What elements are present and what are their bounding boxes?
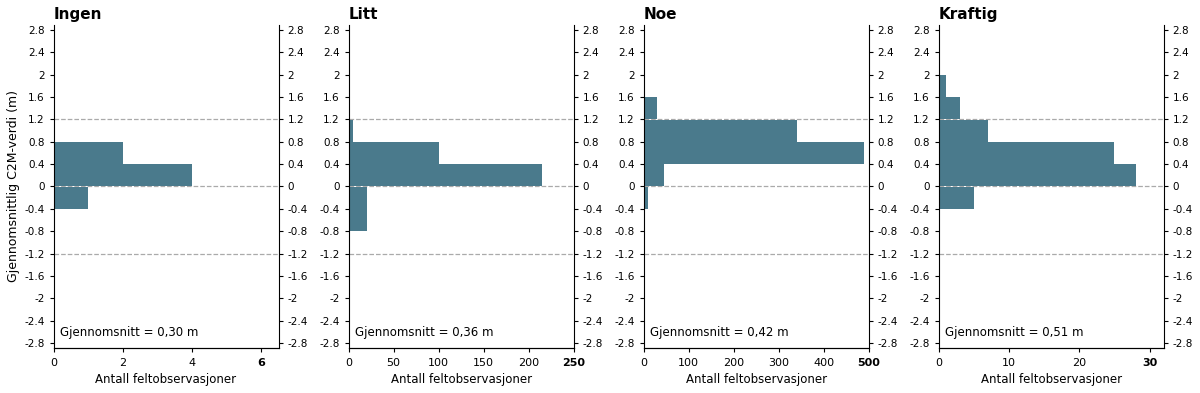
Bar — [348, 142, 438, 164]
Text: Gjennomsnitt = 0,30 m: Gjennomsnitt = 0,30 m — [60, 326, 199, 339]
Y-axis label: Gjennomsnittlig C2M-verdi (m): Gjennomsnittlig C2M-verdi (m) — [7, 90, 20, 283]
X-axis label: Antall feltobservasjoner: Antall feltobservasjoner — [980, 373, 1122, 386]
Bar — [938, 97, 960, 119]
Text: Litt: Litt — [348, 7, 378, 22]
Text: Gjennomsnitt = 0,51 m: Gjennomsnitt = 0,51 m — [946, 326, 1084, 339]
Bar — [643, 97, 658, 119]
Bar — [348, 119, 353, 141]
Text: Kraftig: Kraftig — [938, 7, 998, 22]
Bar — [348, 97, 350, 119]
Bar — [54, 187, 88, 209]
X-axis label: Antall feltobservasjoner: Antall feltobservasjoner — [96, 373, 236, 386]
Text: Gjennomsnitt = 0,36 m: Gjennomsnitt = 0,36 m — [355, 326, 493, 339]
Bar — [938, 119, 988, 141]
Text: Ingen: Ingen — [54, 7, 102, 22]
Bar — [54, 142, 122, 164]
Bar — [938, 187, 973, 209]
Bar — [643, 119, 797, 141]
Bar — [938, 75, 946, 97]
X-axis label: Antall feltobservasjoner: Antall feltobservasjoner — [685, 373, 827, 386]
Bar — [938, 164, 1135, 186]
Bar — [54, 164, 192, 186]
Text: Gjennomsnitt = 0,42 m: Gjennomsnitt = 0,42 m — [650, 326, 788, 339]
Bar — [643, 142, 864, 164]
X-axis label: Antall feltobservasjoner: Antall feltobservasjoner — [390, 373, 532, 386]
Text: Noe: Noe — [643, 7, 677, 22]
Bar — [643, 164, 664, 186]
Bar — [348, 187, 366, 209]
Bar — [348, 209, 366, 231]
Bar — [643, 187, 648, 209]
Bar — [938, 142, 1115, 164]
Bar — [348, 164, 542, 186]
